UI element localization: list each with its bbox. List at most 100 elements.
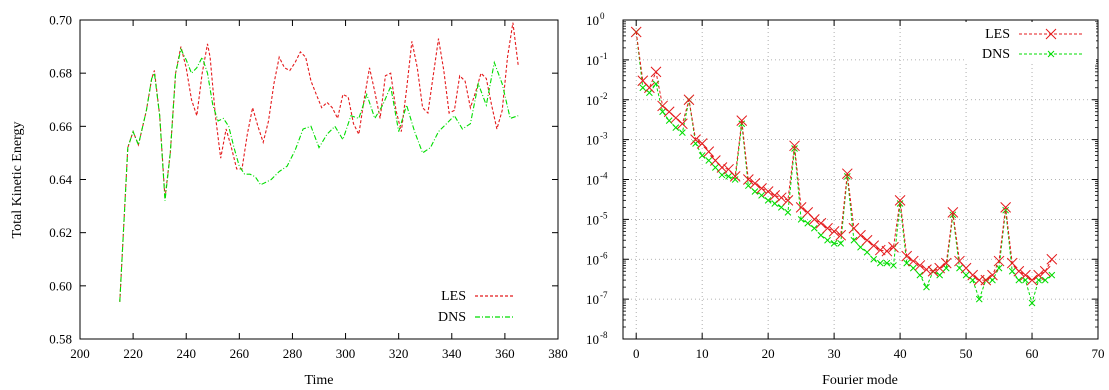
spectrum-y-tick-label: 10 -1 xyxy=(586,51,608,68)
spectrum-line-les xyxy=(635,31,1053,281)
spectrum-y-tick-base: 10 xyxy=(586,292,599,307)
spectrum-point-les xyxy=(808,214,820,225)
spectrum-point-dns xyxy=(679,129,686,136)
spectrum-point-les xyxy=(1020,269,1031,281)
spectrum-point-dns xyxy=(1002,206,1009,214)
spectrum-point-les xyxy=(828,226,840,237)
spectrum-y-tick-exponent: -5 xyxy=(600,210,608,220)
energy-y-axis-label: Total Kinetic Energy xyxy=(10,122,25,239)
energy-x-tick-label: 340 xyxy=(442,346,462,361)
energy-y-tick-label: 0.70 xyxy=(49,13,72,28)
spectrum-y-tick-base: 10 xyxy=(586,93,599,108)
spectrum-y-tick-exponent: 0 xyxy=(600,11,605,21)
spectrum-line-dns xyxy=(635,31,1053,305)
spectrum-point-les xyxy=(1000,202,1011,213)
spectrum-y-tick-base: 10 xyxy=(586,53,599,68)
spectrum-point-dns xyxy=(1028,299,1036,307)
spectrum-legend-dns-label: DNS xyxy=(982,47,1010,62)
spectrum-series-dns xyxy=(632,28,1056,307)
spectrum-y-tick-label: 10 -3 xyxy=(586,131,608,148)
energy-y-tick-label: 0.64 xyxy=(49,172,72,187)
energy-x-tick-label: 220 xyxy=(123,346,143,361)
spectrum-point-dns xyxy=(830,240,838,247)
energy-y-tick-label: 0.66 xyxy=(49,119,72,134)
spectrum-point-les xyxy=(703,146,715,157)
spectrum-point-dns xyxy=(890,262,897,269)
spectrum-x-tick-label: 70 xyxy=(1092,346,1105,361)
spectrum-y-tick-exponent: -1 xyxy=(600,51,608,61)
spectrum-point-les xyxy=(769,190,781,201)
spectrum-point-dns xyxy=(810,224,818,232)
spectrum-legend: LES DNS xyxy=(964,22,1096,64)
energy-line-dns xyxy=(119,47,519,302)
spectrum-point-les xyxy=(670,112,682,124)
spectrum-legend-les-label: LES xyxy=(985,27,1010,42)
spectrum-point-les xyxy=(782,194,794,206)
spectrum-point-les xyxy=(934,262,946,274)
spectrum-point-les xyxy=(947,206,959,218)
spectrum-point-les xyxy=(921,264,932,275)
spectrum-x-tick-label: 50 xyxy=(960,346,973,361)
energy-plot-frame xyxy=(79,19,559,340)
spectrum-y-tick-base: 10 xyxy=(586,212,599,227)
spectrum-point-dns xyxy=(639,84,647,92)
spectrum-point-dns xyxy=(883,259,891,267)
energy-x-tick-labels: 200 220 240 260 280 300 320 340 360 380 xyxy=(70,346,568,361)
spectrum-y-tick-exponent: -6 xyxy=(600,250,608,260)
spectrum-point-les xyxy=(756,182,767,194)
spectrum-point-dns xyxy=(698,152,706,159)
spectrum-y-tick-label: 10 -4 xyxy=(586,171,608,188)
spectrum-y-tick-label: 10 -2 xyxy=(586,91,608,108)
spectrum-point-dns xyxy=(837,240,845,247)
spectrum-point-les xyxy=(630,26,642,38)
spectrum-point-dns xyxy=(942,264,950,272)
energy-y-tick-label: 0.62 xyxy=(49,225,72,240)
spectrum-point-dns xyxy=(718,171,726,179)
spectrum-y-tick-base: 10 xyxy=(586,252,599,267)
energy-y-tick-label: 0.68 xyxy=(49,66,72,81)
spectrum-point-les xyxy=(1006,257,1018,269)
spectrum-point-dns xyxy=(916,271,924,279)
spectrum-x-tick-label: 40 xyxy=(894,346,907,361)
energy-chart: 200 220 240 260 280 300 320 340 360 380 0.580.600… xyxy=(10,13,568,389)
spectrum-point-dns xyxy=(850,236,858,244)
spectrum-point-dns xyxy=(731,176,739,183)
spectrum-point-les xyxy=(927,265,939,277)
spectrum-point-dns xyxy=(876,259,884,267)
spectrum-chart: 0 10 20 30 40 50 60 70 10-810-710-610-510-410-3… xyxy=(586,11,1105,388)
spectrum-point-dns xyxy=(1022,276,1029,284)
spectrum-x-tick-label: 20 xyxy=(762,346,775,361)
spectrum-series-les xyxy=(630,26,1058,286)
spectrum-point-dns xyxy=(824,236,831,244)
spectrum-point-dns xyxy=(989,276,996,284)
spectrum-point-les xyxy=(874,244,886,256)
energy-x-tick-label: 380 xyxy=(548,346,568,361)
spectrum-point-les xyxy=(855,229,866,241)
spectrum-point-dns xyxy=(1008,267,1016,275)
spectrum-point-les xyxy=(993,255,1005,267)
spectrum-point-dns xyxy=(751,188,759,195)
spectrum-point-dns xyxy=(1015,276,1023,284)
spectrum-point-dns xyxy=(962,271,970,279)
spectrum-y-tick-label: 10 0 xyxy=(586,11,605,28)
energy-y-tick-label: 0.58 xyxy=(49,332,72,347)
spectrum-point-les xyxy=(987,269,998,281)
spectrum-point-les xyxy=(894,194,906,206)
spectrum-point-les xyxy=(914,260,926,271)
spectrum-y-tick-base: 10 xyxy=(586,173,599,188)
energy-series xyxy=(119,22,519,302)
spectrum-point-dns xyxy=(936,271,944,279)
spectrum-point-les xyxy=(881,245,893,257)
spectrum-point-les xyxy=(716,162,728,173)
spectrum-point-dns xyxy=(712,164,719,171)
spectrum-y-tick-label: 10 -5 xyxy=(586,210,608,227)
spectrum-point-les xyxy=(940,257,952,269)
spectrum-point-les xyxy=(795,202,807,213)
energy-x-axis-label: Time xyxy=(304,373,333,388)
spectrum-point-les xyxy=(650,66,662,78)
spectrum-point-les xyxy=(841,168,853,180)
spectrum-y-tick-exponent: -2 xyxy=(600,91,608,101)
spectrum-y-tick-base: 10 xyxy=(586,13,599,28)
energy-x-tick-label: 280 xyxy=(283,346,303,361)
